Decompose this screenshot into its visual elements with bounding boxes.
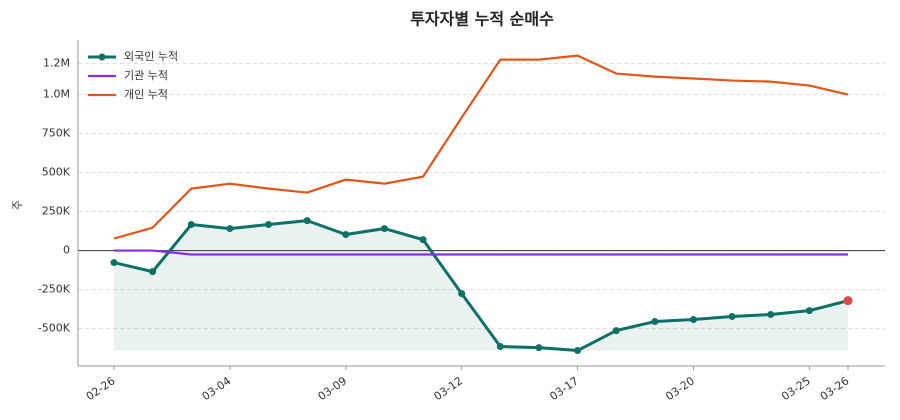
- point: [265, 221, 273, 229]
- x-tick-label: 03-25: [779, 374, 813, 403]
- y-tick-label: 500K: [42, 166, 71, 179]
- x-tick-label: 03-26: [818, 374, 852, 403]
- point: [612, 327, 620, 335]
- point: [496, 343, 504, 351]
- y-axis-label: 주: [11, 200, 24, 210]
- y-tick-label: 750K: [42, 127, 71, 140]
- y-tick-label: -250K: [38, 283, 71, 296]
- point: [226, 225, 234, 233]
- point: [574, 347, 582, 355]
- x-tick-label: 03-04: [200, 374, 234, 403]
- area-fill: [114, 220, 848, 351]
- chart-title: 투자자별 누적 순매수: [410, 10, 554, 29]
- point: [689, 316, 697, 324]
- point: [843, 296, 853, 306]
- point: [651, 318, 659, 326]
- point: [342, 231, 350, 239]
- point: [458, 290, 466, 298]
- y-tick-label: 1.2M: [43, 56, 70, 69]
- point: [419, 236, 427, 244]
- y-tick-label: 0: [63, 244, 70, 257]
- point: [149, 268, 157, 276]
- y-tick-label: 250K: [42, 205, 71, 218]
- legend-label: 개인 누적: [124, 88, 168, 101]
- point: [380, 225, 388, 233]
- point: [728, 313, 736, 321]
- point: [110, 259, 118, 267]
- point: [767, 311, 775, 319]
- point: [187, 221, 195, 229]
- point: [535, 344, 543, 352]
- x-tick-label: 03-20: [663, 374, 697, 403]
- legend-marker: [98, 53, 106, 61]
- point: [303, 217, 311, 225]
- y-tick-label: -500K: [38, 322, 71, 335]
- series-line: [113, 54, 849, 240]
- x-tick-label: 02-26: [84, 374, 118, 403]
- x-tick-label: 03-17: [547, 374, 581, 403]
- x-tick-label: 03-09: [316, 374, 350, 403]
- series-line: [114, 249, 848, 256]
- point: [805, 307, 813, 315]
- legend-label: 기관 누적: [124, 69, 168, 82]
- series-line: [113, 219, 849, 353]
- y-tick-label: 1.0M: [43, 88, 70, 101]
- x-tick-label: 03-12: [431, 374, 465, 403]
- legend-label: 외국인 누적: [124, 50, 178, 63]
